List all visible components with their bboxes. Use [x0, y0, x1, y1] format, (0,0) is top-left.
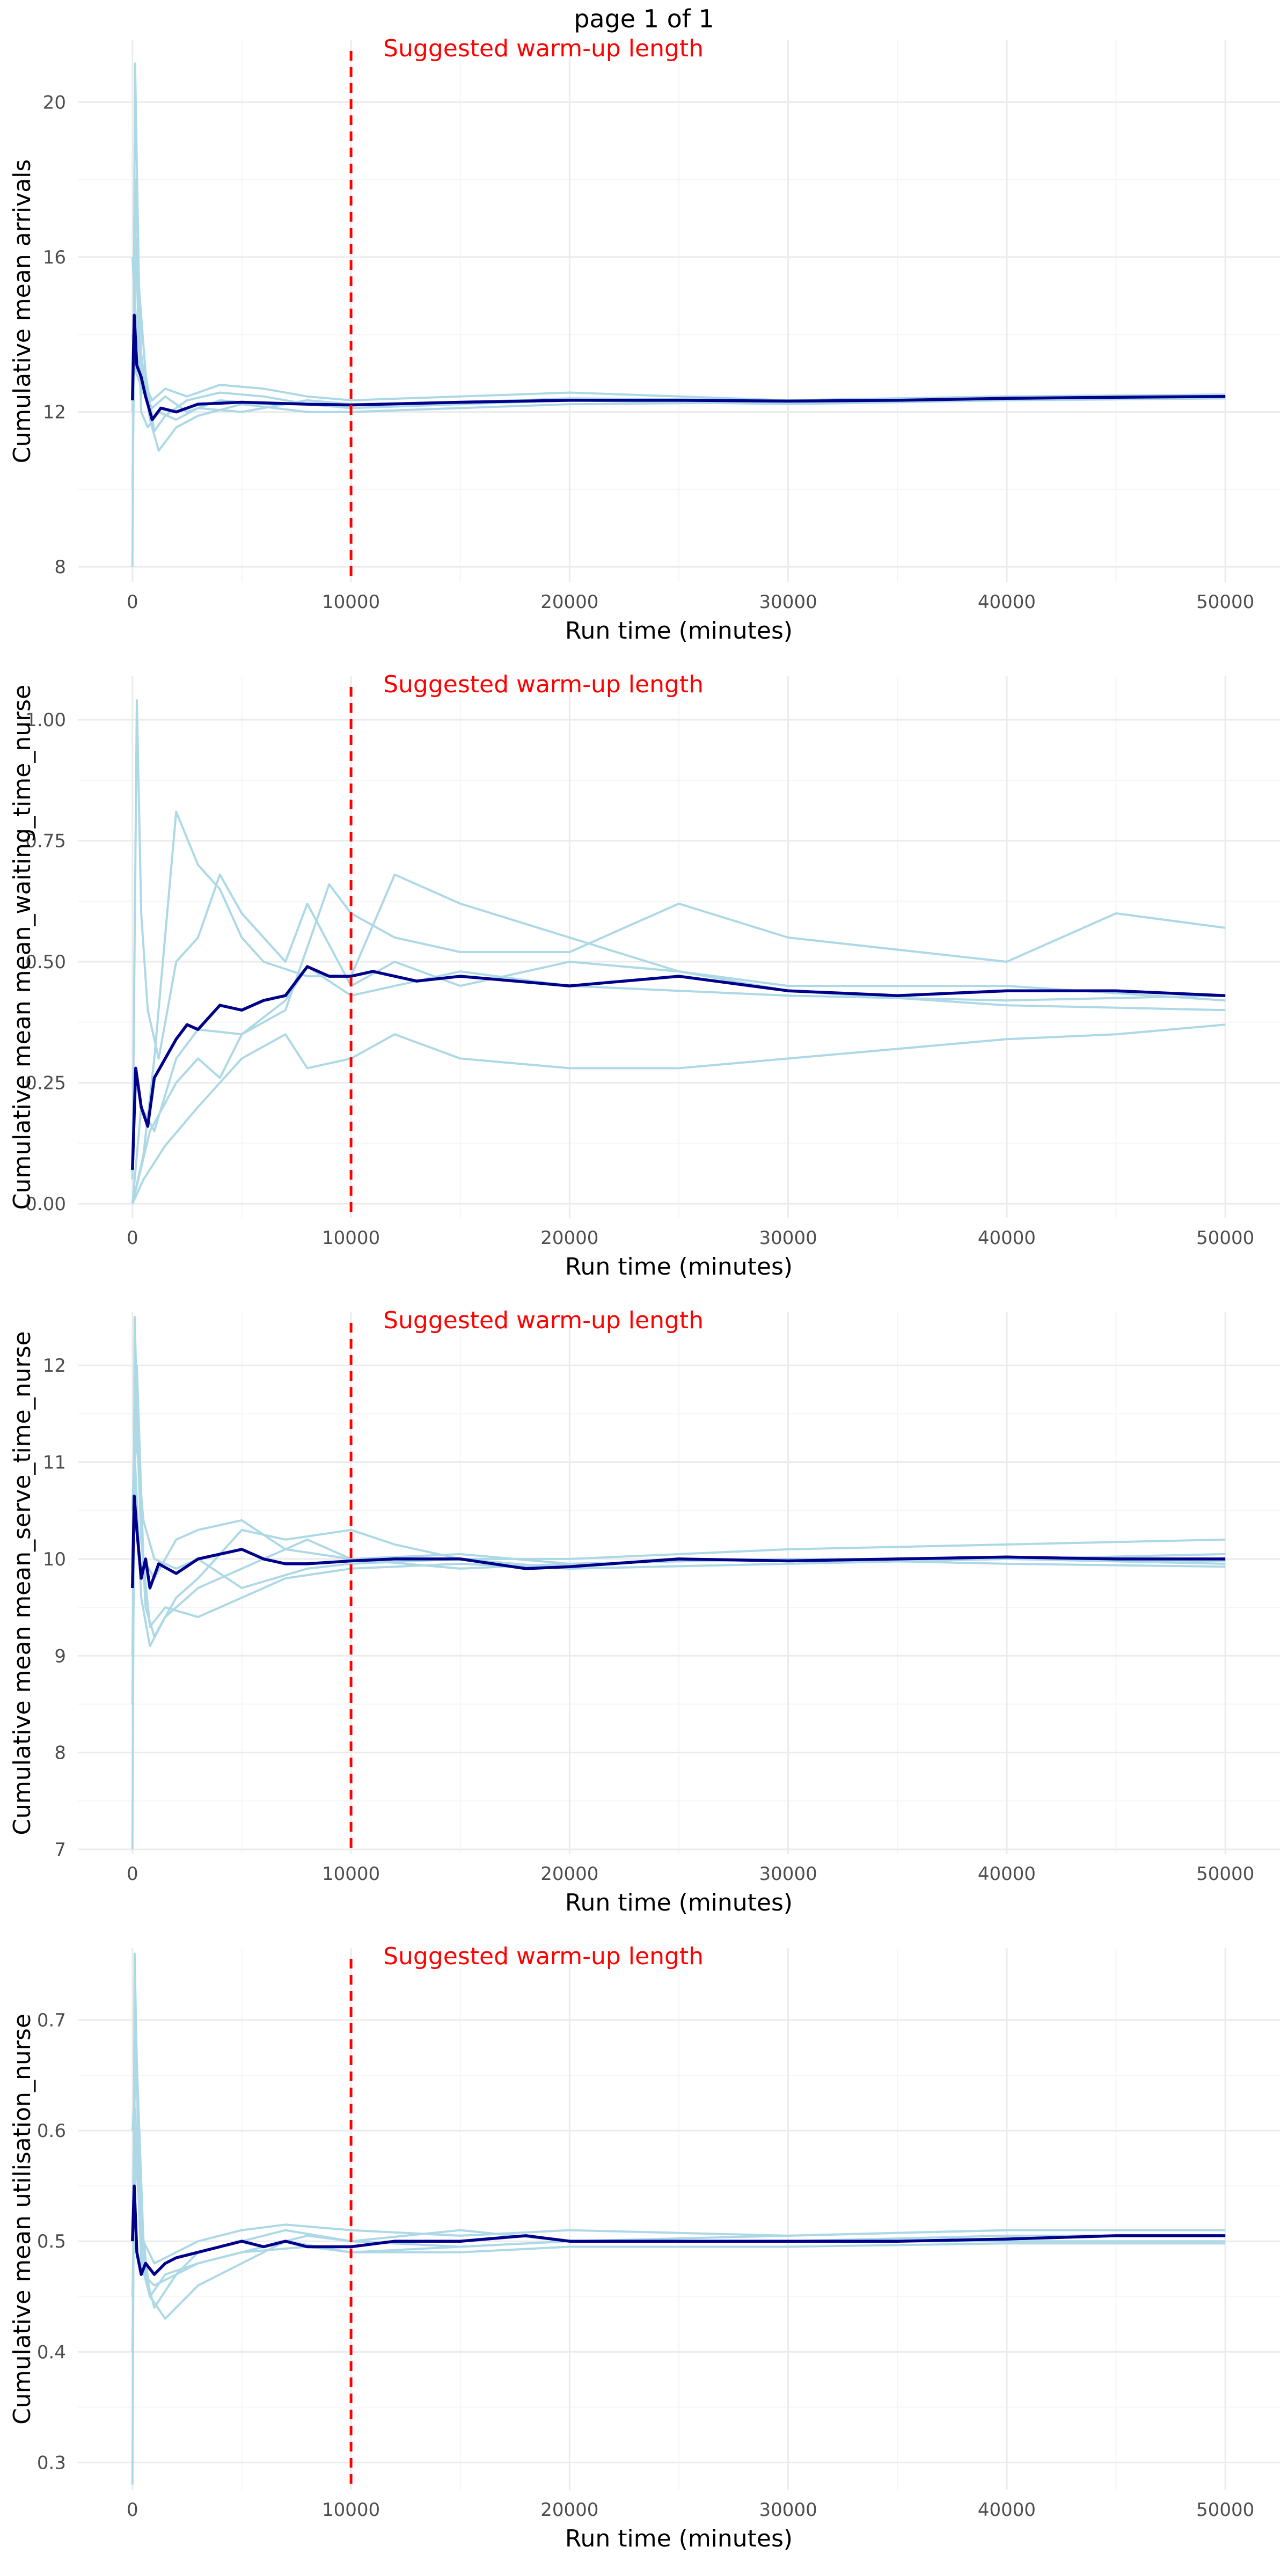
y-tick-label: 8 [54, 557, 66, 578]
replication-line-1 [131, 699, 1226, 1180]
x-tick-label: 20000 [540, 1227, 598, 1249]
y-tick-label: 16 [43, 247, 66, 268]
x-tick-label: 30000 [759, 2499, 817, 2521]
x-tick-label: 20000 [540, 591, 598, 613]
x-tick-label: 10000 [322, 591, 380, 613]
y-axis-label: Cumulative mean arrivals [9, 159, 36, 464]
x-tick-label: 20000 [540, 1863, 598, 1885]
replication-line-5 [131, 965, 1226, 1204]
x-tick-label: 30000 [759, 1863, 817, 1885]
x-tick-label: 10000 [322, 1863, 380, 1885]
replication-line-3 [131, 257, 1226, 401]
overall-mean-line [131, 313, 1226, 421]
y-tick-label: 1.00 [25, 709, 66, 731]
chart-panel-4: 0 10000 20000 30000 40000 50000 0.3 0.4 0.5 0.6 0.… [9, 1943, 1280, 2552]
chart-panel-3: 0 10000 20000 30000 40000 50000 7 8 9 10 11 12 Sugge… [9, 1307, 1280, 1916]
y-tick-label: 0.00 [25, 1194, 66, 1215]
x-tick-label: 10000 [322, 1227, 380, 1249]
y-tick-label: 0.6 [37, 2120, 66, 2142]
replication-line-3 [131, 1023, 1226, 1204]
x-tick-label: 50000 [1196, 1227, 1254, 1249]
x-tick-label: 50000 [1196, 1863, 1254, 1885]
x-tick-label: 40000 [978, 2499, 1036, 2521]
x-axis-label: Run time (minutes) [565, 1889, 793, 1916]
y-tick-label: 10 [43, 1549, 66, 1570]
replication-line-5 [131, 1432, 1226, 1589]
warmup-annotation: Suggested warm-up length [383, 671, 704, 698]
x-axis-label: Run time (minutes) [565, 617, 793, 645]
x-tick-label: 50000 [1196, 591, 1254, 613]
x-tick-label: 10000 [322, 2499, 380, 2521]
chart-panel-1: 0 10000 20000 30000 40000 50000 8 12 16 20 Suggest… [9, 35, 1280, 645]
replication-line-2 [131, 810, 1226, 1204]
warmup-annotation: Suggested warm-up length [383, 1307, 704, 1334]
x-tick-label: 0 [127, 2499, 138, 2521]
y-tick-label: 20 [43, 92, 66, 113]
x-tick-label: 30000 [759, 591, 817, 613]
x-axis-label: Run time (minutes) [565, 1253, 793, 1280]
replication-line-5 [131, 2151, 1226, 2297]
y-tick-label: 0.75 [25, 831, 66, 852]
y-tick-label: 0.4 [37, 2341, 66, 2363]
y-tick-label: 12 [43, 402, 66, 423]
warmup-annotation: Suggested warm-up length [383, 35, 704, 62]
warmup-annotation: Suggested warm-up length [383, 1943, 704, 1970]
y-tick-label: 0.5 [37, 2231, 66, 2252]
y-tick-label: 9 [54, 1645, 66, 1667]
replication-line-3 [131, 2063, 1226, 2265]
y-tick-label: 12 [43, 1355, 66, 1377]
overall-mean-line [131, 2184, 1226, 2276]
x-axis-label: Run time (minutes) [565, 2525, 793, 2552]
x-tick-label: 0 [127, 591, 138, 613]
overall-mean-line [131, 965, 1226, 1170]
y-tick-label: 0.25 [25, 1073, 66, 1094]
y-tick-label: 0.7 [37, 2010, 66, 2031]
x-tick-label: 40000 [978, 1863, 1036, 1885]
y-tick-label: 8 [54, 1743, 66, 1764]
x-tick-label: 20000 [540, 2499, 598, 2521]
x-tick-label: 50000 [1196, 2499, 1254, 2521]
x-tick-label: 30000 [759, 1227, 817, 1249]
x-tick-label: 40000 [978, 591, 1036, 613]
y-tick-label: 7 [54, 1839, 66, 1861]
x-tick-label: 40000 [978, 1227, 1036, 1249]
y-axis-label: Cumulative mean mean_waiting_time_nurse [9, 685, 36, 1210]
y-axis-label: Cumulative mean utilisation_nurse [9, 2014, 36, 2425]
chart-panel-2: 0 10000 20000 30000 40000 50000 0.00 0.25 0.50 0.… [9, 671, 1280, 1280]
y-tick-label: 0.3 [37, 2452, 66, 2473]
page-title: page 1 of 1 [574, 4, 714, 33]
x-tick-label: 0 [127, 1863, 138, 1885]
x-tick-label: 0 [127, 1227, 138, 1249]
y-tick-label: 0.50 [25, 952, 66, 973]
overall-mean-line [131, 1494, 1226, 1590]
y-axis-label: Cumulative mean mean_serve_time_nurse [9, 1331, 36, 1835]
y-tick-label: 11 [43, 1452, 66, 1474]
